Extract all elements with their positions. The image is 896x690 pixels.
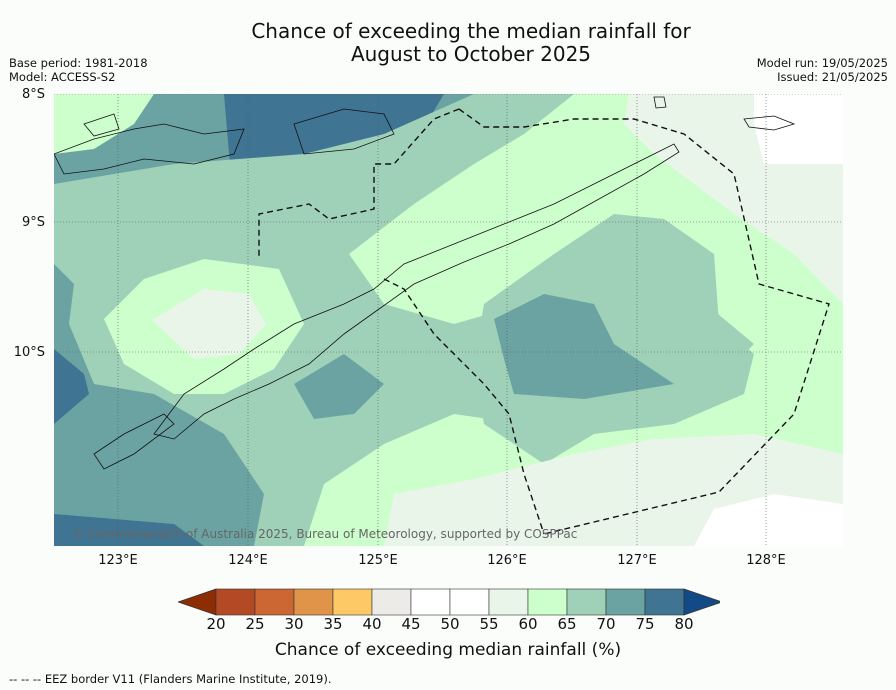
lat-label-9s: 9°S <box>21 215 45 230</box>
zone-70-75-central <box>294 354 384 419</box>
run-info: Model run: 19/05/2025 Issued: 21/05/2025 <box>757 56 888 84</box>
colorbar-tick-35: 35 <box>323 615 343 633</box>
colorbar-tick-65: 65 <box>557 615 577 633</box>
zone-75-80-south <box>54 514 204 546</box>
lon-label-124e: 124°E <box>228 553 268 568</box>
colorbar-segment-30-35 <box>293 588 334 616</box>
colorbar-tick-45: 45 <box>401 615 421 633</box>
colorbar-tick-20: 20 <box>206 615 226 633</box>
chart-title: Chance of exceeding the median rainfall … <box>171 20 771 66</box>
eez-border-east <box>458 108 830 535</box>
rainfall-map <box>54 94 843 546</box>
colorbar-segment-20-25 <box>215 588 256 616</box>
colorbar-tick-60: 60 <box>518 615 538 633</box>
zone-75-80-west <box>54 349 89 424</box>
colorbar-svg <box>176 588 724 616</box>
eez-border-south <box>383 278 545 535</box>
lon-label-125e: 125°E <box>358 553 398 568</box>
colorbar-tick-30: 30 <box>284 615 304 633</box>
colorbar <box>176 588 724 616</box>
island-outline-small <box>653 96 667 109</box>
colorbar-tick-55: 55 <box>479 615 499 633</box>
lon-label-128e: 128°E <box>746 553 786 568</box>
eez-border-north <box>258 108 460 259</box>
zone-50-55-ne <box>754 94 843 164</box>
alor-coastline <box>293 108 395 155</box>
rote-coastline <box>93 413 175 470</box>
zone-65-70-central <box>474 214 754 464</box>
title-line-1: Chance of exceeding the median rainfall … <box>251 19 691 43</box>
colorbar-segment-75-80 <box>644 588 685 616</box>
model-run: Model run: 19/05/2025 <box>756 56 888 70</box>
lon-label-127e: 127°E <box>617 553 657 568</box>
colorbar-label: Chance of exceeding median rainfall (%) <box>274 640 622 660</box>
colorbar-arrow-low <box>176 588 217 616</box>
zone-50-55-se <box>694 494 843 546</box>
colorbar-segment-25-30 <box>254 588 295 616</box>
colorbar-segment-55-60 <box>488 588 529 616</box>
gridlines <box>54 94 843 546</box>
zone-60-65-east <box>304 94 843 546</box>
colorbar-segment-50-55 <box>449 588 490 616</box>
colorbar-tick-50: 50 <box>440 615 460 633</box>
base-period: Base period: 1981-2018 <box>9 56 148 70</box>
flores-coastline <box>54 123 245 175</box>
map-svg <box>54 94 843 546</box>
colorbar-segment-35-40 <box>332 588 373 616</box>
colorbar-tick-25: 25 <box>245 615 265 633</box>
island-outline <box>83 113 120 137</box>
zone-70-75-east <box>494 294 674 399</box>
colorbar-tick-70: 70 <box>596 615 616 633</box>
lon-label-123e: 123°E <box>98 553 138 568</box>
model-info: Base period: 1981-2018 Model: ACCESS-S2 <box>9 56 148 84</box>
lon-label-126e: 126°E <box>487 553 527 568</box>
colorbar-segment-40-45 <box>371 588 412 616</box>
colorbar-tick-80: 80 <box>674 615 694 633</box>
colorbar-segment-70-75 <box>605 588 646 616</box>
colorbar-tick-40: 40 <box>362 615 382 633</box>
zone-55-60-west <box>152 289 266 359</box>
colorbar-arrow-high <box>683 588 724 616</box>
lat-label-8s: 8°S <box>21 87 45 102</box>
eez-legend: -- -- -- EEZ border V11 (Flanders Marine… <box>9 672 332 686</box>
model-name: Model: ACCESS-S2 <box>9 70 116 84</box>
timor-coastline <box>153 143 680 440</box>
issued-date: Issued: 21/05/2025 <box>777 70 888 84</box>
zone-60-65-nw <box>54 94 154 154</box>
lat-label-10s: 10°S <box>13 345 45 360</box>
colorbar-segment-45-50 <box>410 588 451 616</box>
island-outline-east <box>743 115 796 131</box>
colorbar-segment-60-65 <box>527 588 568 616</box>
copyright-notice: © Commonwealth of Australia 2025, Bureau… <box>72 527 578 541</box>
colorbar-tick-75: 75 <box>635 615 655 633</box>
colorbar-segment-65-70 <box>566 588 607 616</box>
title-line-2: August to October 2025 <box>350 42 592 66</box>
